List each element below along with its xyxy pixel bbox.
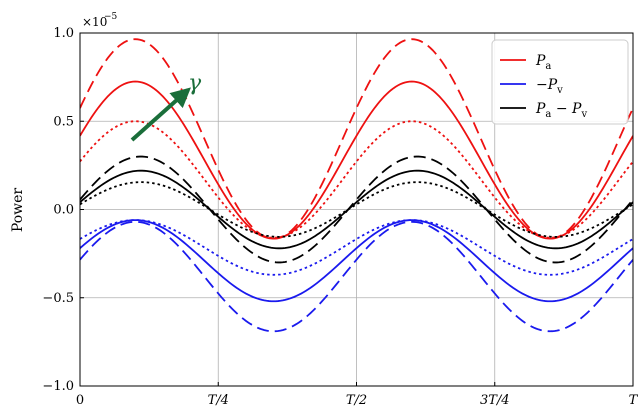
gamma-arrow-icon <box>130 87 191 142</box>
legend-box <box>491 39 629 125</box>
y-tick-label: −1.0 <box>42 379 74 394</box>
x-tick-label: 0 <box>76 393 84 408</box>
x-tick-label: 3T/4 <box>480 393 510 408</box>
legend: Pa −Pv Pa − Pv <box>491 39 629 125</box>
y-axis-label: Power <box>10 188 26 233</box>
y-multiplier: ×10 −5 <box>82 12 118 29</box>
legend-entry: Pa <box>535 53 551 72</box>
series-line <box>80 219 633 303</box>
series-line <box>80 220 633 333</box>
series-line <box>80 169 633 250</box>
y-tick-label: 0.0 <box>53 203 74 218</box>
series-line <box>80 219 633 276</box>
y-tick-label: −0.5 <box>42 291 74 306</box>
y-multiplier-base: ×10 <box>82 15 107 29</box>
gamma-label: γ <box>188 71 202 96</box>
x-tick-label: T <box>629 393 639 408</box>
legend-entry: −Pv <box>536 77 563 96</box>
y-multiplier-exponent: −5 <box>104 12 118 22</box>
gamma-annotation: γ <box>130 71 202 142</box>
x-tick-label: T/2 <box>346 393 367 408</box>
series-group <box>80 38 633 333</box>
axis-ticks: 0 T/4 T/2 3T/4 T −1.0 −0.5 0.0 0.5 1.0 <box>42 26 638 408</box>
legend-entry: Pa − Pv <box>535 101 587 120</box>
series-line <box>80 155 633 264</box>
y-tick-label: 1.0 <box>53 26 74 41</box>
y-tick-label: 0.5 <box>53 114 74 129</box>
x-tick-label: T/4 <box>208 393 229 408</box>
